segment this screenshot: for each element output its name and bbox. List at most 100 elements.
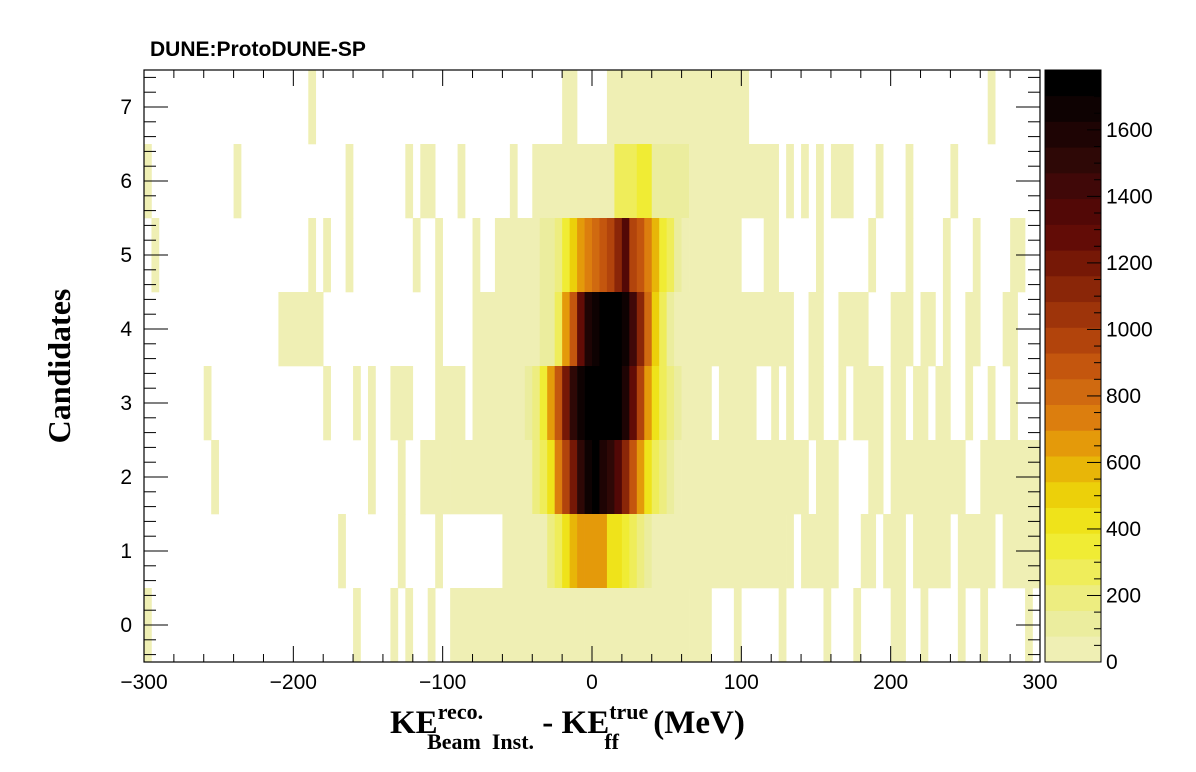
heatmap-cell bbox=[577, 514, 585, 589]
heatmap-cell bbox=[629, 292, 638, 367]
heatmap-cell bbox=[920, 292, 936, 367]
heatmap-cell bbox=[868, 440, 884, 515]
heatmap-cell bbox=[532, 144, 615, 219]
heatmap-cells bbox=[144, 70, 1041, 663]
heatmap-cell bbox=[905, 218, 914, 293]
heatmap-cell bbox=[211, 440, 219, 515]
colorbar-step bbox=[1045, 584, 1101, 611]
heatmap-cell bbox=[636, 218, 645, 293]
heatmap-cell bbox=[547, 366, 555, 441]
heatmap-cell bbox=[435, 514, 443, 589]
heatmap-cell bbox=[875, 144, 884, 219]
heatmap-cell bbox=[427, 588, 436, 663]
y-tick-label: 2 bbox=[120, 466, 132, 489]
colorbar-step bbox=[1045, 404, 1101, 431]
heatmap-cell bbox=[681, 366, 712, 441]
x-axis-title-sub2: ff bbox=[604, 729, 619, 754]
colorbar-tick-label: 600 bbox=[1106, 451, 1141, 474]
heatmap-cell bbox=[614, 144, 638, 219]
heatmap-cell bbox=[942, 292, 951, 367]
heatmap-cell bbox=[606, 218, 615, 293]
heatmap-cell bbox=[338, 514, 346, 589]
heatmap-cell bbox=[644, 292, 653, 367]
heatmap-cell bbox=[599, 440, 608, 515]
heatmap-cell bbox=[816, 218, 824, 293]
x-axis-title-sup2: true bbox=[609, 699, 648, 724]
colorbar-step bbox=[1045, 610, 1101, 637]
y-tick-label: 6 bbox=[120, 170, 132, 193]
heatmap-cell bbox=[569, 514, 578, 589]
heatmap-cell bbox=[965, 366, 974, 441]
heatmap-cell bbox=[323, 218, 331, 293]
heatmap-cell bbox=[614, 514, 623, 589]
colorbar-step bbox=[1045, 353, 1101, 380]
heatmap-cell bbox=[659, 292, 667, 367]
heatmap-cell bbox=[830, 144, 854, 219]
heatmap-cell bbox=[494, 218, 503, 293]
heatmap-cell bbox=[651, 366, 660, 441]
y-tick-label: 4 bbox=[120, 318, 132, 341]
heatmap-cell bbox=[532, 366, 541, 441]
colorbar-step bbox=[1045, 301, 1101, 328]
x-tick-label: −200 bbox=[270, 671, 317, 694]
heatmap-cell bbox=[599, 514, 608, 589]
heatmap-cell bbox=[323, 366, 331, 441]
heatmap-cell bbox=[562, 218, 570, 293]
heatmap-cell bbox=[562, 70, 578, 145]
heatmap-cell bbox=[741, 514, 787, 589]
heatmap-cell bbox=[674, 292, 757, 367]
heatmap-cell bbox=[816, 440, 839, 515]
heatmap-cell bbox=[651, 440, 660, 515]
heatmap-cell bbox=[494, 588, 585, 663]
heatmap-cell bbox=[957, 514, 996, 589]
heatmap-cell bbox=[987, 366, 996, 441]
x-tick-label: −300 bbox=[120, 671, 167, 694]
heatmap-cell bbox=[606, 70, 750, 145]
heatmap-cell bbox=[472, 218, 481, 293]
heatmap-cell bbox=[883, 514, 906, 589]
heatmap-cell bbox=[808, 366, 824, 441]
heatmap-cell bbox=[308, 218, 317, 293]
colorbar-step bbox=[1045, 533, 1101, 560]
y-tick-label: 7 bbox=[120, 96, 132, 119]
y-axis-title: Candidates bbox=[41, 289, 77, 444]
heatmap-cell bbox=[554, 366, 563, 441]
x-axis-title-sup1: reco. bbox=[438, 699, 483, 724]
heatmap-cell bbox=[554, 292, 563, 367]
heatmap-cell bbox=[584, 292, 593, 367]
heatmap-cell bbox=[905, 144, 914, 219]
heatmap-cell bbox=[644, 366, 653, 441]
heatmap-cell bbox=[554, 514, 563, 589]
heatmap-cell bbox=[853, 588, 862, 663]
x-tick-label: −100 bbox=[419, 671, 466, 694]
heatmap-cell bbox=[913, 366, 929, 441]
heatmap-cell bbox=[674, 218, 682, 293]
heatmap-cell bbox=[621, 514, 630, 589]
x-tick-label: 200 bbox=[873, 671, 908, 694]
heatmap-cell bbox=[689, 144, 779, 219]
axis-ticks bbox=[143, 70, 1041, 662]
colorbar-step bbox=[1045, 121, 1101, 148]
heatmap-cell bbox=[644, 514, 653, 589]
heatmap-cell bbox=[644, 440, 653, 515]
heatmap-cell bbox=[562, 440, 570, 515]
y-tick-labels: 0 1 2 3 4 5 6 7 bbox=[120, 96, 132, 637]
heatmap-cell bbox=[502, 218, 541, 293]
colorbar-tick-label: 1600 bbox=[1106, 119, 1153, 142]
x-axis-title-mid: - KE bbox=[534, 705, 609, 741]
heatmap-cell bbox=[420, 440, 451, 515]
x-axis-title: KEreco. Beam Inst. - KEtrue ff (MeV) bbox=[390, 699, 745, 754]
heatmap-cell bbox=[577, 218, 585, 293]
heatmap-cell bbox=[569, 292, 578, 367]
heatmap-cell bbox=[592, 588, 690, 663]
heatmap-cell bbox=[614, 218, 623, 293]
heatmap-cell bbox=[853, 366, 884, 441]
heatmap-cell bbox=[838, 366, 847, 441]
heatmap-cell bbox=[786, 366, 794, 441]
x-tick-label: 300 bbox=[1022, 671, 1057, 694]
heatmap-cell bbox=[659, 440, 667, 515]
colorbar-step bbox=[1045, 559, 1101, 586]
heatmap-cell bbox=[397, 440, 406, 515]
heatmap-cell bbox=[584, 366, 593, 441]
heatmap-cell bbox=[823, 588, 832, 663]
